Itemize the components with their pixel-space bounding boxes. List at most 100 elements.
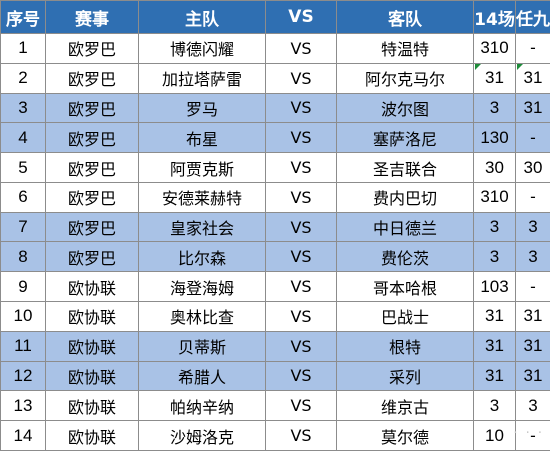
cell-r9-pick: - bbox=[515, 33, 550, 64]
col-header-no: 序号 bbox=[0, 0, 46, 34]
cell-away-team: 阿尔克马尔 bbox=[336, 62, 474, 94]
cell-r9-pick: 31 bbox=[515, 62, 550, 94]
cell-league: 欧罗巴 bbox=[45, 241, 139, 273]
cell-no: 9 bbox=[0, 271, 46, 303]
table-row: 9 欧协联 海登海姆 VS 哥本哈根 103- bbox=[0, 271, 550, 303]
cell-league: 欧协联 bbox=[45, 271, 139, 303]
cell-home-team: 布星 bbox=[138, 122, 266, 154]
header-row: 序号 赛事 主队 VS 客队 14场 任九 bbox=[0, 0, 550, 34]
cell-r9-pick: 31 bbox=[515, 360, 550, 392]
cell-vs: VS bbox=[265, 301, 337, 332]
table-row: 2 欧罗巴 加拉塔萨雷 VS 阿尔克马尔 31 31 bbox=[0, 62, 550, 94]
cell-vs: VS bbox=[265, 122, 337, 154]
cell-away-team: 莫尔德 bbox=[336, 420, 474, 451]
cell-no: 1 bbox=[0, 33, 46, 64]
cell-comment-marker bbox=[516, 64, 523, 71]
cell-league: 欧协联 bbox=[45, 360, 139, 392]
cell-home-team: 皇家社会 bbox=[138, 211, 266, 243]
cell-vs: VS bbox=[265, 152, 337, 183]
cell-no: 13 bbox=[0, 390, 46, 422]
cell-no: 8 bbox=[0, 241, 46, 273]
cell-away-team: 波尔图 bbox=[336, 92, 474, 124]
cell-league: 欧协联 bbox=[45, 390, 139, 422]
cell-away-team: 哥本哈根 bbox=[336, 271, 474, 303]
cell-home-team: 罗马 bbox=[138, 92, 266, 124]
cell-14-pick: 3 bbox=[473, 92, 516, 124]
cell-home-team: 比尔森 bbox=[138, 241, 266, 273]
cell-no: 14 bbox=[0, 420, 46, 451]
table-row: 12 欧协联 希腊人 VS 采列 31 31 bbox=[0, 360, 550, 392]
cell-14-pick: 310 bbox=[473, 181, 516, 213]
cell-league: 欧罗巴 bbox=[45, 122, 139, 154]
cell-no: 6 bbox=[0, 181, 46, 213]
table-row: 14 欧协联 沙姆洛克 VS 莫尔德 10- bbox=[0, 420, 550, 451]
table-row: 7 欧罗巴 皇家社会 VS 中日德兰 3 3 bbox=[0, 211, 550, 243]
cell-away-team: 圣吉联合 bbox=[336, 152, 474, 183]
table-row: 3 欧罗巴 罗马 VS 波尔图 3 31 bbox=[0, 92, 550, 124]
cell-league: 欧罗巴 bbox=[45, 181, 139, 213]
cell-no: 10 bbox=[0, 301, 46, 332]
table-row: 6 欧罗巴 安德莱赫特 VS 费内巴切 310- bbox=[0, 181, 550, 213]
table-row: 5 欧罗巴 阿贾克斯 VS 圣吉联合 30 30 bbox=[0, 152, 550, 183]
col-header-r9: 任九 bbox=[515, 0, 550, 34]
cell-no: 5 bbox=[0, 152, 46, 183]
cell-away-team: 根特 bbox=[336, 330, 474, 362]
cell-away-team: 费内巴切 bbox=[336, 181, 474, 213]
cell-vs: VS bbox=[265, 271, 337, 303]
cell-home-team: 奥林比查 bbox=[138, 301, 266, 332]
cell-home-team: 贝蒂斯 bbox=[138, 330, 266, 362]
cell-league: 欧罗巴 bbox=[45, 211, 139, 243]
cell-14-pick: 10 bbox=[473, 420, 516, 451]
cell-away-team: 塞萨洛尼 bbox=[336, 122, 474, 154]
cell-r9-pick: 30 bbox=[515, 152, 550, 183]
cell-away-team: 巴战士 bbox=[336, 301, 474, 332]
cell-14-pick: 310 bbox=[473, 33, 516, 64]
cell-home-team: 安德莱赫特 bbox=[138, 181, 266, 213]
table-row: 1 欧罗巴 博德闪耀 VS 特温特 310- bbox=[0, 33, 550, 64]
cell-vs: VS bbox=[265, 181, 337, 213]
cell-home-team: 阿贾克斯 bbox=[138, 152, 266, 183]
cell-comment-marker bbox=[474, 64, 481, 71]
cell-league: 欧协联 bbox=[45, 420, 139, 451]
col-header-league: 赛事 bbox=[45, 0, 139, 34]
cell-vs: VS bbox=[265, 330, 337, 362]
cell-r9-pick: - bbox=[515, 271, 550, 303]
cell-14-pick: 31 bbox=[473, 330, 516, 362]
cell-14-pick: 31 bbox=[473, 360, 516, 392]
col-header-14: 14场 bbox=[473, 0, 516, 34]
cell-home-team: 希腊人 bbox=[138, 360, 266, 392]
cell-vs: VS bbox=[265, 420, 337, 451]
cell-league: 欧罗巴 bbox=[45, 92, 139, 124]
cell-away-team: 采列 bbox=[336, 360, 474, 392]
cell-14-pick: 31 bbox=[473, 301, 516, 332]
cell-r9-pick: 31 bbox=[515, 301, 550, 332]
cell-14-pick: 103 bbox=[473, 271, 516, 303]
cell-no: 11 bbox=[0, 330, 46, 362]
cell-14-pick: 3 bbox=[473, 241, 516, 273]
cell-r9-pick: 31 bbox=[515, 92, 550, 124]
cell-home-team: 沙姆洛克 bbox=[138, 420, 266, 451]
cell-away-team: 中日德兰 bbox=[336, 211, 474, 243]
cell-14-pick: 3 bbox=[473, 211, 516, 243]
watermark: · · · bbox=[513, 426, 544, 441]
table-row: 10 欧协联 奥林比查 VS 巴战士 31 31 bbox=[0, 301, 550, 332]
cell-no: 12 bbox=[0, 360, 46, 392]
cell-no: 2 bbox=[0, 62, 46, 94]
table-row: 11 欧协联 贝蒂斯 VS 根特 31 31 bbox=[0, 330, 550, 362]
cell-home-team: 海登海姆 bbox=[138, 271, 266, 303]
cell-league: 欧罗巴 bbox=[45, 33, 139, 64]
cell-no: 4 bbox=[0, 122, 46, 154]
cell-r9-pick: 31 bbox=[515, 330, 550, 362]
cell-vs: VS bbox=[265, 33, 337, 64]
cell-r9-pick: 3 bbox=[515, 211, 550, 243]
cell-14-pick: 30 bbox=[473, 152, 516, 183]
col-header-home: 主队 bbox=[138, 0, 266, 34]
cell-no: 7 bbox=[0, 211, 46, 243]
cell-home-team: 博德闪耀 bbox=[138, 33, 266, 64]
cell-r9-pick: - bbox=[515, 181, 550, 213]
cell-14-pick: 130 bbox=[473, 122, 516, 154]
cell-no: 3 bbox=[0, 92, 46, 124]
table-row: 13 欧协联 帕纳辛纳 VS 维京古 3 3 bbox=[0, 390, 550, 422]
cell-home-team: 加拉塔萨雷 bbox=[138, 62, 266, 94]
